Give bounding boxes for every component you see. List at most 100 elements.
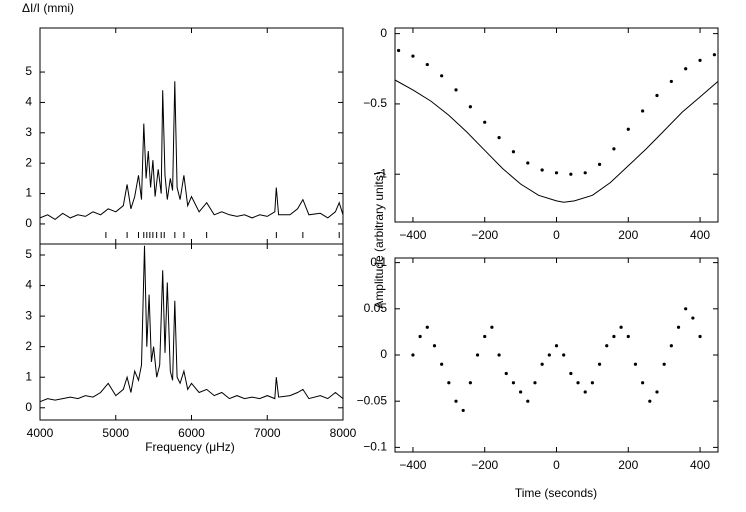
y-tick-label: 0 xyxy=(25,400,32,414)
spectrum-line xyxy=(39,245,344,403)
data-point xyxy=(540,362,544,366)
data-point xyxy=(554,344,559,348)
data-point xyxy=(461,408,465,413)
data-point xyxy=(626,334,630,339)
data-point xyxy=(641,109,645,113)
x-tick-label: 0 xyxy=(553,228,560,242)
data-point xyxy=(511,381,516,385)
data-point xyxy=(511,150,516,154)
data-point xyxy=(626,127,630,131)
x-tick-label: 200 xyxy=(618,228,638,242)
x-axis-label: Frequency (μHz) xyxy=(145,440,235,454)
x-tick-label: −400 xyxy=(399,458,426,472)
y-tick-label: 3 xyxy=(25,125,32,139)
y-tick-label: 4 xyxy=(25,95,32,109)
y-tick-label: 1 xyxy=(25,186,32,200)
data-point xyxy=(676,325,681,329)
y-tick-label: 5 xyxy=(25,64,32,78)
x-tick-label: −200 xyxy=(471,458,498,472)
y-tick-label: −0.05 xyxy=(357,393,388,407)
x-tick-label: 6000 xyxy=(178,426,205,440)
y-tick-label: 2 xyxy=(25,339,32,353)
data-point xyxy=(526,399,530,403)
data-point xyxy=(655,93,659,98)
data-point xyxy=(432,344,437,348)
x-tick-label: 200 xyxy=(618,458,638,472)
data-point xyxy=(619,325,623,329)
data-point xyxy=(497,353,501,357)
data-point xyxy=(669,344,673,348)
data-point xyxy=(669,79,673,84)
y-tick-label: 3 xyxy=(25,308,32,322)
data-point xyxy=(440,74,444,78)
y-axis-label: ΔI/I (mmi) xyxy=(22,1,74,15)
data-point xyxy=(583,390,587,394)
data-point xyxy=(468,381,472,385)
spectrum-line xyxy=(39,81,344,221)
data-point xyxy=(698,334,702,339)
data-point xyxy=(641,381,645,385)
y-tick-label: −0.1 xyxy=(363,440,387,454)
data-point xyxy=(583,171,587,175)
x-axis-label: Time (seconds) xyxy=(515,486,597,500)
data-point xyxy=(562,353,566,357)
y-tick-label: 0 xyxy=(25,216,32,230)
data-point xyxy=(504,371,508,376)
data-point xyxy=(483,334,487,339)
data-point xyxy=(425,325,429,329)
y-tick-label: −1 xyxy=(373,166,387,180)
data-point xyxy=(597,162,602,166)
data-point xyxy=(454,88,458,92)
data-point xyxy=(519,390,523,394)
data-point xyxy=(547,353,551,357)
plot-frame xyxy=(39,243,344,421)
y-tick-label: 1 xyxy=(25,369,32,383)
x-tick-label: 0 xyxy=(553,458,560,472)
data-point xyxy=(554,171,559,175)
x-tick-label: 8000 xyxy=(330,426,357,440)
data-point xyxy=(569,172,573,176)
data-point xyxy=(648,399,652,403)
data-point xyxy=(425,62,429,67)
x-tick-label: 5000 xyxy=(102,426,129,440)
data-point xyxy=(490,325,494,329)
data-point xyxy=(418,334,422,339)
x-tick-label: −400 xyxy=(399,228,426,242)
data-point xyxy=(483,120,487,124)
data-point xyxy=(633,362,638,366)
data-point xyxy=(569,371,573,376)
data-point xyxy=(576,381,580,385)
y-tick-label: 2 xyxy=(25,155,32,169)
x-tick-label: 400 xyxy=(690,228,710,242)
data-point xyxy=(712,53,717,57)
data-point xyxy=(698,58,702,62)
data-point xyxy=(440,362,444,366)
data-point xyxy=(497,136,501,140)
data-point xyxy=(590,381,594,385)
data-point xyxy=(655,390,659,394)
y-tick-label: 4 xyxy=(25,278,32,292)
x-tick-label: −200 xyxy=(471,228,498,242)
data-point xyxy=(475,353,480,357)
y-axis-label: Amplitude (arbitrary units) xyxy=(372,171,386,308)
data-point xyxy=(411,353,415,357)
x-tick-label: 4000 xyxy=(27,426,54,440)
y-tick-label: −0.5 xyxy=(363,96,387,110)
y-tick-label: 0.1 xyxy=(370,255,387,269)
data-point xyxy=(612,147,616,151)
plot-frame xyxy=(394,257,719,453)
data-point xyxy=(691,316,695,320)
data-point xyxy=(684,67,688,71)
data-point xyxy=(396,48,401,53)
x-tick-label: 7000 xyxy=(254,426,281,440)
data-point xyxy=(454,399,458,403)
y-tick-label: 0.05 xyxy=(364,301,388,315)
data-point xyxy=(411,54,415,58)
data-point xyxy=(526,161,530,165)
data-point xyxy=(612,334,616,339)
data-point xyxy=(468,105,472,109)
y-tick-label: 5 xyxy=(25,247,32,261)
x-tick-label: 400 xyxy=(690,458,710,472)
data-point xyxy=(662,362,666,366)
